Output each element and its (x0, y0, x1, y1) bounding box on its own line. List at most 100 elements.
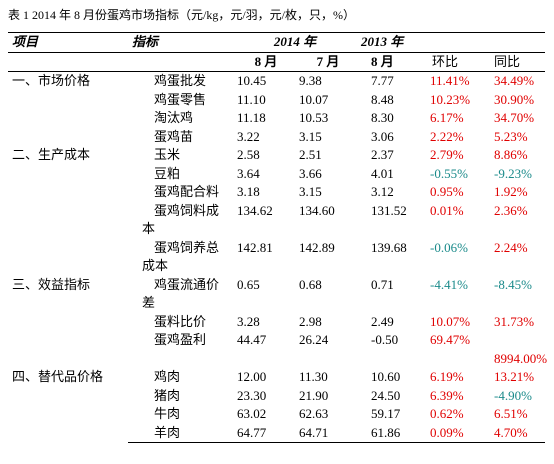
indicator-cell: 豆粕 (128, 165, 233, 184)
indicator-text: 羊肉 (154, 424, 181, 440)
indicator-text: 鸡蛋批发 (154, 73, 207, 88)
value-cell: 4.01 (371, 165, 394, 181)
change-cell: 5.23% (494, 128, 528, 144)
value-cell: 63.02 (237, 406, 267, 421)
value-cell: 24.50 (371, 387, 401, 403)
value-cell: 3.12 (371, 184, 394, 199)
value-cell: 11.10 (237, 91, 266, 107)
indicator-cell: 蛋鸡配合料 (128, 183, 233, 202)
table-row: 蛋鸡配合料 3.18 3.15 3.12 0.95% 1.92% (8, 183, 545, 202)
indicator-text: 蛋鸡苗 (154, 128, 194, 144)
change-cell: 30.90% (494, 91, 535, 107)
indicator-text: 猪肉 (154, 387, 181, 403)
value-cell: 3.15 (299, 184, 322, 199)
indicator-text: 蛋料比价 (154, 313, 207, 329)
value-cell: 2.58 (237, 147, 260, 162)
value-cell: 64.77 (233, 423, 295, 443)
change-cell: 13.21% (494, 369, 535, 384)
change-cell: 4.70% (482, 423, 546, 443)
group-label: 三、效益指标 (12, 276, 91, 292)
header-cell: 指标 (128, 32, 233, 53)
change-cell: 6.17% (430, 110, 464, 125)
table-row: 蛋鸡盈利 44.47 26.24 -0.50 69.47% 8994.00% (8, 331, 547, 368)
table-row: 二、生产成本 玉米 2.58 2.51 2.37 2.79% 8.86% (8, 146, 545, 165)
change-cell: -9.23% (494, 165, 532, 181)
value-cell: 44.47 (237, 332, 267, 347)
indicator-cell: 蛋鸡饲料成本 (128, 202, 233, 239)
header-cell: 8 月 (233, 52, 295, 72)
indicator-text: 豆粕 (154, 165, 181, 181)
value-cell: 10.53 (299, 110, 329, 125)
indicator-cell: 鸡蛋批发 (128, 72, 233, 91)
change-cell: 2.22% (430, 128, 464, 144)
table-row: 豆粕 3.64 3.66 4.01 -0.55% -9.23% (8, 165, 545, 184)
change-cell: 0.62% (430, 406, 464, 421)
value-cell: 142.81 (237, 239, 273, 255)
value-cell: 0.65 (237, 276, 260, 292)
change-cell: 31.73% (494, 313, 535, 329)
value-cell: 2.37 (371, 147, 394, 162)
group-label: 四、替代品价格 (12, 369, 104, 384)
change-cell: 2.24% (494, 239, 528, 255)
value-cell: 134.60 (299, 202, 335, 218)
change-cell: -4.41% (430, 276, 468, 292)
value-cell: 8.48 (371, 91, 394, 107)
indicator-cell: 玉米 (128, 146, 233, 165)
value-cell: 7.77 (371, 73, 394, 88)
value-cell: 3.06 (371, 128, 394, 144)
change-cell: 6.19% (430, 369, 464, 384)
value-cell: 21.90 (299, 387, 329, 403)
table-row: 蛋鸡饲养总成本 142.81 142.89 139.68 -0.06% 2.24% (8, 239, 545, 276)
change-cell: 0.01% (430, 202, 464, 218)
indicator-cell: 羊肉 (128, 423, 233, 443)
value-cell: 3.18 (237, 184, 260, 199)
table-row: 蛋鸡苗 3.22 3.15 3.06 2.22% 5.23% (8, 128, 545, 147)
value-cell: 10.45 (237, 73, 267, 88)
value-cell: 61.86 (357, 423, 423, 443)
value-cell: 0.68 (299, 276, 322, 292)
indicator-cell: 蛋鸡饲养总成本 (128, 239, 233, 276)
header-cell: 项目 (8, 32, 128, 53)
indicator-text: 淘汰鸡 (154, 110, 194, 125)
indicator-cell: 蛋料比价 (128, 313, 233, 332)
value-cell: 9.38 (299, 73, 322, 88)
change-cell: 0.09% (422, 423, 483, 443)
indicator-text: 鸡肉 (154, 369, 181, 384)
value-cell: 8.30 (371, 110, 394, 125)
value-cell: 2.49 (371, 313, 394, 329)
change-cell: 11.41% (430, 73, 470, 88)
header-cell: 环比 (422, 52, 483, 72)
change-cell: 6.51% (494, 406, 528, 421)
change-cell: 8.86% (494, 147, 528, 162)
value-cell: 3.22 (237, 128, 260, 144)
value-cell: 2.98 (299, 313, 322, 329)
table-title: 表 1 2014 年 8 月份蛋鸡市场指标（元/kg，元/羽，元/枚，只，%） (8, 8, 356, 22)
value-cell: 23.30 (237, 387, 267, 403)
change-cell: 69.47% (430, 332, 471, 347)
value-cell: 3.28 (237, 313, 260, 329)
value-cell: 64.71 (295, 423, 358, 443)
indicator-cell: 鸡肉 (128, 368, 233, 387)
indicator-text: 蛋鸡饲料成本 (142, 202, 220, 237)
indicator-cell: 猪肉 (128, 387, 233, 406)
indicator-cell: 鸡蛋流通价差 (128, 276, 233, 313)
table-row: 蛋料比价 3.28 2.98 2.49 10.07% 31.73% (8, 313, 545, 332)
value-cell: 11.30 (299, 369, 328, 384)
header-cell: 8 月 (357, 52, 423, 72)
indicator-text: 蛋鸡配合料 (154, 184, 220, 199)
table-row: 猪肉 23.30 21.90 24.50 6.39% -4.90% (8, 387, 545, 406)
indicator-text: 牛肉 (154, 406, 181, 421)
change-cell: 2.79% (430, 147, 464, 162)
header-cell: 2014 年 (233, 32, 358, 53)
indicator-cell: 鸡蛋零售 (128, 91, 233, 110)
indicator-cell: 牛肉 (128, 405, 233, 424)
table-row: 四、替代品价格 鸡肉 12.00 11.30 10.60 6.19% 13.21% (8, 368, 545, 387)
change-cell: -0.06% (430, 239, 468, 255)
indicator-text: 鸡蛋流通价差 (142, 276, 220, 311)
table-row: 蛋鸡饲料成本 134.62 134.60 131.52 0.01% 2.36% (8, 202, 545, 239)
table-row: 鸡蛋零售 11.10 10.07 8.48 10.23% 30.90% (8, 91, 545, 110)
value-cell: 139.68 (371, 239, 407, 255)
value-cell: 59.17 (371, 406, 401, 421)
change-cell: 6.39% (430, 387, 464, 403)
